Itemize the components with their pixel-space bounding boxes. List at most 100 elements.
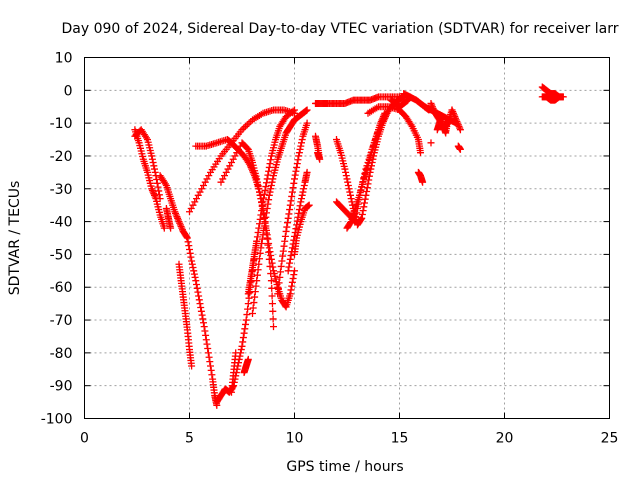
data-point <box>291 175 298 183</box>
data-point <box>456 145 464 153</box>
data-point <box>268 292 276 300</box>
y-tick-label: -30 <box>50 182 73 198</box>
data-point <box>277 262 285 270</box>
data-point <box>242 316 250 324</box>
data-point <box>151 168 159 176</box>
data-point <box>291 106 298 114</box>
data-point <box>251 288 259 296</box>
data-point <box>267 252 275 260</box>
data-point <box>208 371 216 379</box>
data-point <box>452 114 459 122</box>
data-point <box>187 204 195 212</box>
data-point <box>217 178 225 186</box>
data-point <box>267 181 275 189</box>
data-point <box>205 353 213 361</box>
data-point <box>263 204 271 212</box>
data-point <box>198 311 206 319</box>
data-point <box>256 188 263 196</box>
data-point <box>254 181 262 189</box>
data-point <box>453 117 461 125</box>
data-point <box>232 349 240 357</box>
data-point <box>454 119 462 127</box>
data-point <box>298 191 306 199</box>
data-point <box>198 185 206 193</box>
data-point <box>205 172 213 180</box>
data-point <box>160 224 168 232</box>
data-point <box>255 260 263 268</box>
data-point <box>249 304 257 312</box>
data-point <box>351 218 359 226</box>
data-point <box>285 210 293 218</box>
y-tick-label: -50 <box>50 247 73 263</box>
data-point <box>188 257 196 265</box>
data-point <box>193 195 200 203</box>
data-point <box>151 193 159 201</box>
data-point <box>358 183 366 191</box>
data-point <box>419 178 427 186</box>
data-point <box>156 195 164 203</box>
data-point <box>289 107 297 115</box>
data-point <box>265 163 273 171</box>
data-point <box>245 294 253 302</box>
data-point <box>299 188 307 196</box>
data-point <box>191 273 199 281</box>
data-point <box>190 270 198 278</box>
data-point <box>290 271 298 279</box>
data-point <box>292 167 300 175</box>
data-point <box>149 159 157 167</box>
data-point <box>456 126 464 134</box>
data-point <box>295 149 303 157</box>
data-point <box>172 211 180 219</box>
data-point <box>197 307 205 315</box>
data-point <box>171 208 179 216</box>
data-point <box>358 210 366 218</box>
data-point <box>428 101 436 109</box>
data-point <box>303 106 311 114</box>
data-point <box>280 242 288 250</box>
data-point <box>239 338 247 346</box>
data-point <box>266 248 274 256</box>
data-point <box>288 282 296 290</box>
data-point <box>274 290 282 298</box>
data-point <box>242 320 249 328</box>
data-point <box>257 195 265 203</box>
data-point <box>364 159 372 167</box>
data-point <box>241 325 249 333</box>
data-point <box>289 274 297 282</box>
grid-lines <box>84 57 610 419</box>
data-point <box>357 187 365 195</box>
data-points <box>131 83 567 409</box>
data-point <box>250 299 258 307</box>
data-point <box>178 224 186 232</box>
data-point <box>261 186 269 194</box>
data-point <box>258 239 266 247</box>
y-tick-label: -90 <box>50 379 73 395</box>
data-point <box>172 209 179 217</box>
data-point <box>239 334 247 342</box>
data-point <box>195 292 203 300</box>
data-point <box>343 175 351 183</box>
data-point <box>255 224 263 232</box>
data-point <box>150 162 158 170</box>
data-point <box>298 136 306 144</box>
y-tick-label: -40 <box>50 215 73 231</box>
data-point <box>200 319 207 327</box>
data-point <box>268 259 276 267</box>
data-point <box>148 185 156 193</box>
data-point <box>194 288 202 296</box>
data-point <box>298 139 305 147</box>
data-point <box>238 342 246 350</box>
data-point <box>262 213 270 221</box>
data-point <box>344 181 352 189</box>
data-point <box>249 309 256 317</box>
data-point <box>267 255 275 263</box>
data-point <box>277 268 284 276</box>
data-point <box>253 277 261 285</box>
data-point <box>291 267 298 275</box>
data-point <box>268 300 276 308</box>
data-point <box>287 252 295 260</box>
data-point <box>286 259 294 267</box>
data-point <box>354 200 362 208</box>
data-point <box>193 280 200 288</box>
